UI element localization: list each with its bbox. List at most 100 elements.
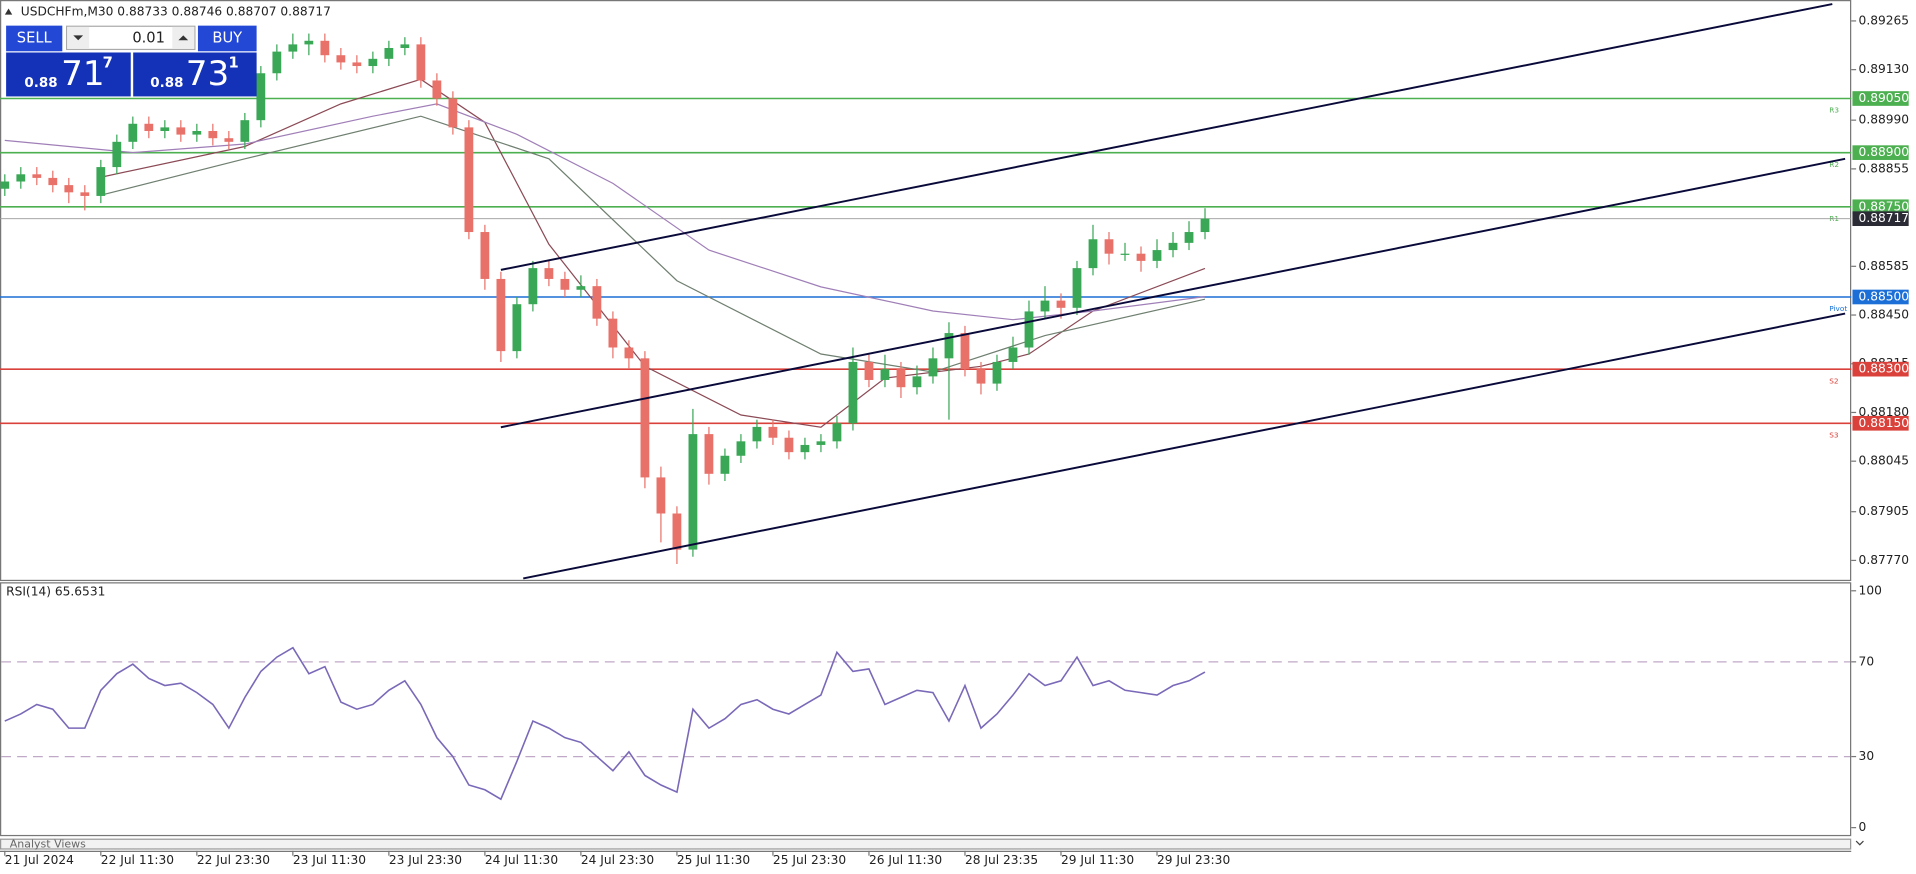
candle-body bbox=[160, 127, 170, 131]
candle-body bbox=[864, 361, 874, 380]
candle-body bbox=[32, 174, 42, 178]
chart-title: USDCHFm,M30 0.88733 0.88746 0.88707 0.88… bbox=[21, 5, 331, 19]
level-label: 0.88150 bbox=[1859, 416, 1909, 430]
last-price-box bbox=[1852, 211, 1909, 227]
candle-body bbox=[832, 423, 842, 442]
y-tick-label: 0.89130 bbox=[1859, 62, 1909, 76]
bid-box[interactable] bbox=[6, 52, 131, 97]
candle-body bbox=[1008, 347, 1018, 362]
y-tick-label: 0.88855 bbox=[1859, 161, 1909, 175]
candle-body bbox=[816, 441, 826, 445]
candle-body bbox=[1136, 253, 1146, 261]
candle-body bbox=[528, 268, 538, 305]
level-label: 0.89050 bbox=[1859, 91, 1909, 105]
candle-body bbox=[128, 123, 138, 142]
strip-arrow bbox=[1855, 840, 1864, 846]
level-label: 0.88500 bbox=[1859, 289, 1909, 303]
candle-body bbox=[960, 333, 970, 370]
trade-panel: SELL 0.01 BUY 0.88 71 7 0.88 73 1 bbox=[6, 25, 257, 97]
candle-body bbox=[544, 268, 554, 279]
y-tick-label: 0.87905 bbox=[1859, 504, 1909, 518]
level-name: S3 bbox=[1829, 430, 1839, 439]
x-tick-label: 25 Jul 11:30 bbox=[677, 853, 750, 867]
buy-button[interactable] bbox=[197, 25, 257, 52]
rsi-tick-label: 100 bbox=[1859, 583, 1882, 597]
candle-body bbox=[1168, 242, 1178, 251]
x-tick-label: 29 Jul 23:30 bbox=[1157, 853, 1230, 867]
candle-body bbox=[800, 444, 810, 453]
main-frame bbox=[0, 0, 1852, 582]
level-name: R3 bbox=[1829, 106, 1839, 115]
candle-body bbox=[1088, 239, 1098, 269]
candle-body bbox=[1040, 300, 1050, 312]
candle-body bbox=[704, 434, 714, 474]
candle-body bbox=[416, 44, 426, 81]
ask-sup: 1 bbox=[229, 54, 239, 71]
candle-body bbox=[1056, 300, 1066, 308]
x-tick-label: 26 Jul 11:30 bbox=[869, 853, 942, 867]
x-tick-label: 29 Jul 11:30 bbox=[1061, 853, 1134, 867]
candle-body bbox=[336, 55, 346, 63]
candle-body bbox=[16, 174, 26, 182]
lot-value[interactable]: 0.01 bbox=[132, 29, 165, 46]
rsi-title: RSI(14) 65.6531 bbox=[6, 585, 105, 599]
candle-body bbox=[352, 62, 362, 67]
candle-body bbox=[384, 47, 394, 59]
level-label-box bbox=[1852, 415, 1909, 431]
x-tick-label: 24 Jul 23:30 bbox=[581, 853, 654, 867]
rsi-line bbox=[4, 646, 1206, 801]
candle-body bbox=[688, 434, 698, 550]
candle-body bbox=[672, 513, 682, 550]
trend-line bbox=[500, 3, 1833, 271]
candle-body bbox=[896, 369, 906, 388]
candle-body bbox=[736, 441, 746, 456]
candle-body bbox=[304, 40, 314, 45]
level-name: S2 bbox=[1829, 376, 1838, 385]
rsi-tick-label: 0 bbox=[1859, 820, 1867, 834]
candle-body bbox=[1184, 232, 1194, 243]
trend-line bbox=[523, 312, 1846, 580]
candle-body bbox=[1200, 218, 1210, 233]
candle-body bbox=[432, 80, 442, 99]
candle-body bbox=[592, 286, 602, 319]
lot-down-icon bbox=[73, 35, 84, 41]
candle-body bbox=[0, 181, 10, 189]
candle-body bbox=[96, 167, 106, 196]
candle-body bbox=[624, 347, 634, 359]
ask-box[interactable] bbox=[133, 52, 257, 97]
rsi-frame bbox=[0, 582, 1852, 837]
candle-body bbox=[560, 278, 570, 290]
candle-body bbox=[208, 130, 218, 139]
candle-body bbox=[464, 127, 474, 233]
candle-body bbox=[928, 358, 938, 377]
candle-body bbox=[368, 58, 378, 67]
bid-main: 71 bbox=[61, 54, 105, 94]
buy-label: BUY bbox=[212, 29, 242, 46]
x-tick-label: 28 Jul 23:35 bbox=[965, 853, 1038, 867]
candle-body bbox=[64, 185, 74, 193]
candle-body bbox=[288, 44, 298, 52]
candle-body bbox=[656, 477, 666, 514]
candle-body bbox=[608, 318, 618, 348]
candle-body bbox=[1024, 311, 1034, 348]
candle-body bbox=[80, 192, 90, 196]
bottom-tab[interactable]: Analyst Views bbox=[10, 838, 86, 851]
ask-main: 73 bbox=[186, 54, 230, 94]
candle-body bbox=[1104, 239, 1114, 254]
rsi-tick-label: 70 bbox=[1859, 654, 1875, 668]
candle-body bbox=[640, 358, 650, 478]
x-tick-label: 23 Jul 11:30 bbox=[293, 853, 366, 867]
candle-body bbox=[400, 44, 410, 48]
level-label-box bbox=[1852, 145, 1909, 160]
candle-body bbox=[720, 455, 730, 474]
candle-body bbox=[784, 437, 794, 453]
sell-button[interactable] bbox=[6, 25, 63, 52]
candle-body bbox=[976, 369, 986, 384]
lot-field[interactable] bbox=[65, 25, 196, 51]
collapse-icon bbox=[4, 8, 13, 15]
candle-body bbox=[448, 98, 458, 128]
candle-body bbox=[880, 369, 890, 380]
level-label-box bbox=[1852, 289, 1909, 305]
bottom-strip bbox=[0, 838, 1852, 850]
x-tick-label: 22 Jul 11:30 bbox=[101, 853, 174, 867]
